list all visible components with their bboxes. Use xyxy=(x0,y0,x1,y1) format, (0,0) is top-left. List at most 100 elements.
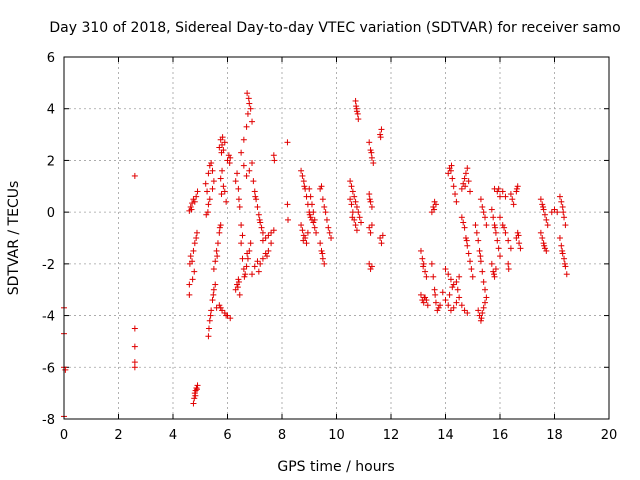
data-point xyxy=(461,307,468,314)
data-point xyxy=(193,235,200,241)
data-point xyxy=(227,315,234,322)
data-point xyxy=(306,185,313,192)
data-point xyxy=(205,325,212,332)
data-point xyxy=(214,240,221,247)
plot-frame xyxy=(63,56,610,420)
data-point xyxy=(239,232,246,239)
x-tick-label: 0 xyxy=(60,428,68,443)
data-point xyxy=(543,216,550,223)
data-point xyxy=(439,289,446,296)
data-point xyxy=(301,183,308,190)
data-point xyxy=(491,271,498,278)
data-point xyxy=(432,299,439,306)
data-point xyxy=(217,175,224,182)
data-point xyxy=(254,258,261,265)
data-point xyxy=(244,90,251,97)
data-point xyxy=(462,235,469,241)
data-point xyxy=(431,286,438,293)
data-point xyxy=(505,237,512,244)
data-point xyxy=(206,162,213,169)
data-point xyxy=(254,203,261,210)
data-point xyxy=(189,276,196,283)
data-point xyxy=(558,242,565,249)
y-tick-labels: -8 -6 -4 -2 0 2 4 6 xyxy=(42,51,55,428)
data-point xyxy=(499,188,506,195)
data-point xyxy=(491,273,498,280)
data-point xyxy=(560,209,567,216)
data-point xyxy=(447,307,454,314)
data-point xyxy=(265,232,272,239)
data-points xyxy=(61,90,570,420)
data-point xyxy=(191,390,198,397)
data-point xyxy=(217,304,224,311)
data-point xyxy=(472,222,479,229)
data-point xyxy=(366,224,373,231)
data-point xyxy=(225,152,232,159)
data-point xyxy=(561,214,568,221)
data-point xyxy=(190,400,197,407)
data-point xyxy=(448,162,455,169)
data-point xyxy=(234,284,241,291)
data-point xyxy=(202,180,209,187)
data-point xyxy=(317,240,324,247)
data-point xyxy=(190,196,197,203)
data-point xyxy=(243,263,250,270)
data-point xyxy=(456,273,463,280)
data-point xyxy=(212,258,219,265)
data-point xyxy=(191,268,198,275)
data-point xyxy=(257,219,264,226)
data-point xyxy=(235,278,242,285)
data-point xyxy=(510,201,517,208)
data-point xyxy=(268,240,275,247)
data-point xyxy=(322,209,329,216)
data-point xyxy=(561,255,568,262)
data-point xyxy=(227,154,234,161)
data-point xyxy=(494,188,501,195)
data-point xyxy=(482,214,489,221)
data-point xyxy=(190,247,197,254)
data-point xyxy=(548,209,555,216)
data-point xyxy=(216,302,223,309)
data-point xyxy=(420,299,427,306)
data-point xyxy=(210,286,217,293)
data-point xyxy=(458,185,465,192)
data-point xyxy=(367,266,374,273)
data-point xyxy=(490,268,497,275)
data-point xyxy=(244,255,251,262)
data-point xyxy=(465,178,472,185)
data-point xyxy=(464,309,471,316)
data-point xyxy=(456,294,463,301)
data-point xyxy=(368,263,375,270)
data-point xyxy=(559,247,566,254)
data-point xyxy=(250,178,257,185)
data-point xyxy=(497,214,503,221)
data-point xyxy=(479,268,486,275)
y-tick-label: -6 xyxy=(42,361,55,376)
data-point xyxy=(353,203,360,210)
data-point xyxy=(478,315,485,322)
x-tick-label: 16 xyxy=(492,428,509,443)
data-point xyxy=(319,255,326,262)
data-point xyxy=(490,214,497,221)
data-point xyxy=(245,95,252,102)
data-point xyxy=(207,312,214,319)
data-point xyxy=(449,284,456,291)
data-point xyxy=(477,253,484,260)
data-point xyxy=(539,235,546,241)
data-point xyxy=(537,196,544,203)
data-point xyxy=(495,185,502,192)
data-point xyxy=(220,183,227,190)
data-point xyxy=(235,196,242,203)
data-point xyxy=(480,209,487,216)
data-point xyxy=(488,206,495,213)
data-point xyxy=(236,203,243,210)
data-point xyxy=(541,242,548,249)
data-point xyxy=(247,105,254,112)
data-point xyxy=(461,224,468,231)
data-point xyxy=(483,222,490,229)
data-point xyxy=(460,219,467,226)
data-point xyxy=(482,299,489,306)
data-point xyxy=(268,229,275,236)
data-point xyxy=(299,172,306,179)
data-point xyxy=(192,392,199,399)
